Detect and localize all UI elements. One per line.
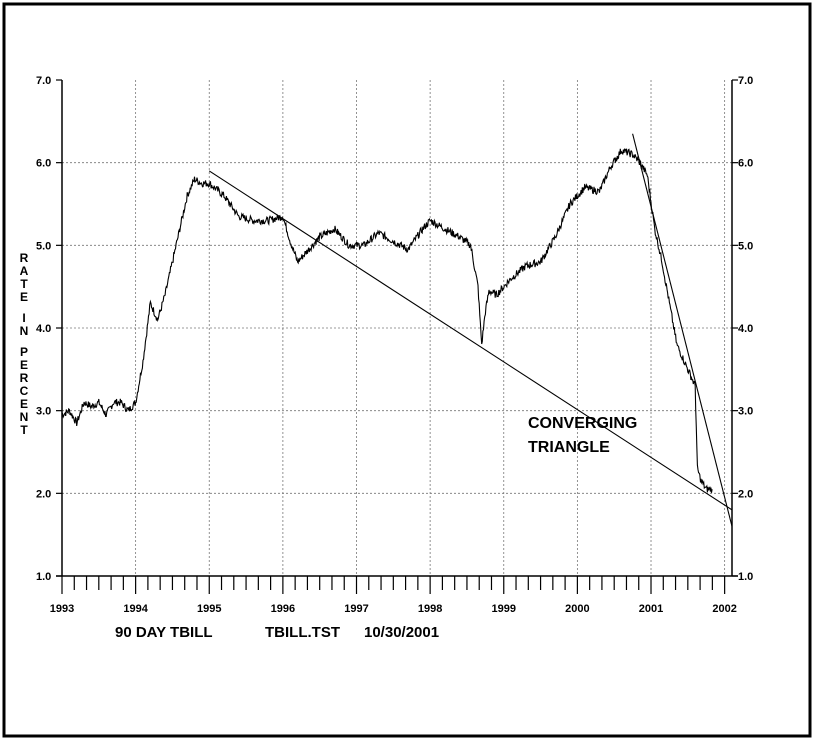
series-group: [61, 148, 713, 493]
y-tick-label-left: 2.0: [36, 488, 51, 500]
y-label-letter: A: [20, 264, 29, 278]
y-tick-label-left: 1.0: [36, 571, 51, 583]
footer-file: TBILL.TST: [265, 624, 340, 641]
series-line-tbill: [61, 148, 713, 493]
x-tick-label: 1998: [418, 603, 442, 615]
x-tick-label: 2001: [639, 603, 663, 615]
y-label-letter: N: [20, 324, 29, 338]
x-tick-label: 2000: [565, 603, 589, 615]
y-label-letter: R: [20, 371, 29, 385]
y-tick-label-right: 5.0: [738, 240, 753, 252]
y-tick-label-left: 5.0: [36, 240, 51, 252]
y-tick-label-right: 1.0: [738, 571, 753, 583]
y-label-letter: E: [20, 290, 28, 304]
footer-date: 10/30/2001: [364, 624, 439, 641]
x-tick-label: 1996: [271, 603, 295, 615]
grid: [62, 80, 732, 576]
y-tick-label-left: 3.0: [36, 406, 51, 418]
y-label-letter: T: [20, 423, 28, 437]
y-tick-label-left: 6.0: [36, 158, 51, 170]
y-label-letter: T: [20, 277, 28, 291]
y-label-letter: I: [22, 311, 25, 325]
y-ticks-right: 1.0 2.0 3.0 4.0 5.0 6.0 7.0: [732, 75, 753, 583]
y-label-letter: N: [20, 410, 29, 424]
trendline-1: [208, 170, 733, 511]
y-tick-label-left: 7.0: [36, 75, 51, 87]
trendlines-group: [208, 133, 733, 527]
y-label-letter: E: [20, 358, 28, 372]
x-tick-label: 1993: [50, 603, 74, 615]
annotation-line-1: CONVERGING: [528, 415, 637, 432]
x-tick-label: 2002: [712, 603, 736, 615]
annotation-line-2: TRIANGLE: [528, 439, 610, 456]
y-label-letter: E: [20, 397, 28, 411]
y-ticks-left: 1.0 2.0 3.0 4.0 5.0 6.0 7.0: [36, 75, 62, 583]
x-tick-label: 1999: [492, 603, 516, 615]
y-tick-label-right: 7.0: [738, 75, 753, 87]
y-tick-label-right: 3.0: [738, 406, 753, 418]
x-tick-label: 1995: [197, 603, 221, 615]
y-tick-label-right: 4.0: [738, 323, 753, 335]
x-tick-label: 1994: [123, 603, 148, 615]
y-label-letter: R: [20, 251, 29, 265]
x-ticks: 1993 1994 1995 1996 1997 1998 1999 2000 2001 2002: [50, 576, 737, 615]
y-tick-label-right: 2.0: [738, 488, 753, 500]
trendline-2: [632, 133, 733, 527]
y-tick-label-right: 6.0: [738, 158, 753, 170]
footer-series-title: 90 DAY TBILL: [115, 624, 213, 641]
y-label-letter: C: [20, 384, 29, 398]
x-tick-label: 1997: [344, 603, 368, 615]
y-tick-label-left: 4.0: [36, 323, 51, 335]
y-label-letter: P: [20, 345, 28, 359]
